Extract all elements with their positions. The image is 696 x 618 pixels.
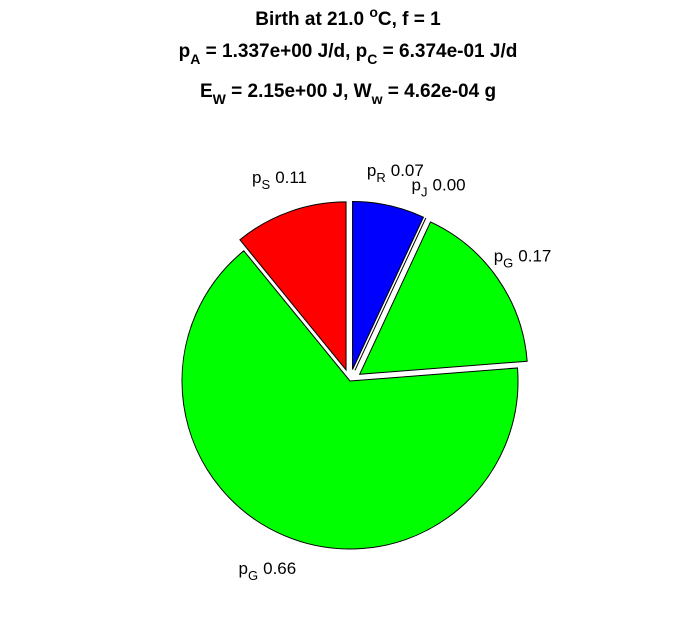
title-segment: E (200, 81, 213, 102)
title-segment: A (190, 51, 200, 67)
pie-slice (358, 221, 528, 375)
title-segment: = 4.62e-04 g (383, 81, 497, 102)
label-value: 0.00 (433, 176, 466, 195)
label-value: 0.11 (275, 168, 307, 187)
title-segment: C, f = 1 (378, 9, 441, 30)
label-prefix: p (252, 168, 261, 187)
title-segment: C (367, 51, 377, 67)
slice-label: pS 0.11 (252, 168, 307, 192)
title-segment: Birth at 21.0 (255, 9, 369, 30)
label-prefix: p (239, 559, 248, 578)
label-category: R (376, 170, 385, 185)
pie-slice (181, 250, 519, 550)
label-value: 0.66 (263, 559, 296, 578)
title-segment: = 1.337e+00 J/d, p (200, 41, 367, 62)
title-segment: p (179, 41, 191, 62)
chart-title: EW = 2.15e+00 J, Ww = 4.62e-04 g (200, 81, 496, 107)
title-segment: = 2.15e+00 J, W (226, 81, 372, 102)
label-value: 0.07 (391, 161, 424, 180)
slice-label: pG 0.17 (494, 246, 552, 270)
title-segment: w (371, 91, 383, 107)
label-category: G (503, 255, 513, 270)
slice-label: pJ 0.00 (412, 176, 466, 200)
label-category: J (421, 185, 428, 200)
label-category: G (248, 568, 258, 583)
pie-slice (354, 217, 427, 371)
slice-label: pG 0.66 (239, 559, 297, 583)
title-segment: W (213, 91, 227, 107)
chart-title: pA = 1.337e+00 J/d, pC = 6.374e-01 J/d (179, 41, 518, 67)
label-prefix: p (412, 176, 421, 195)
title-segment: o (369, 4, 378, 20)
label-prefix: p (367, 161, 376, 180)
slice-label: pR 0.07 (367, 161, 424, 185)
title-segment: = 6.374e-01 J/d (377, 41, 517, 62)
label-prefix: p (494, 246, 503, 265)
pie-slice (239, 201, 347, 372)
label-value: 0.17 (518, 246, 551, 265)
pie-slice (352, 201, 425, 370)
chart-title: Birth at 21.0 oC, f = 1 (255, 4, 441, 30)
label-category: S (262, 177, 271, 192)
